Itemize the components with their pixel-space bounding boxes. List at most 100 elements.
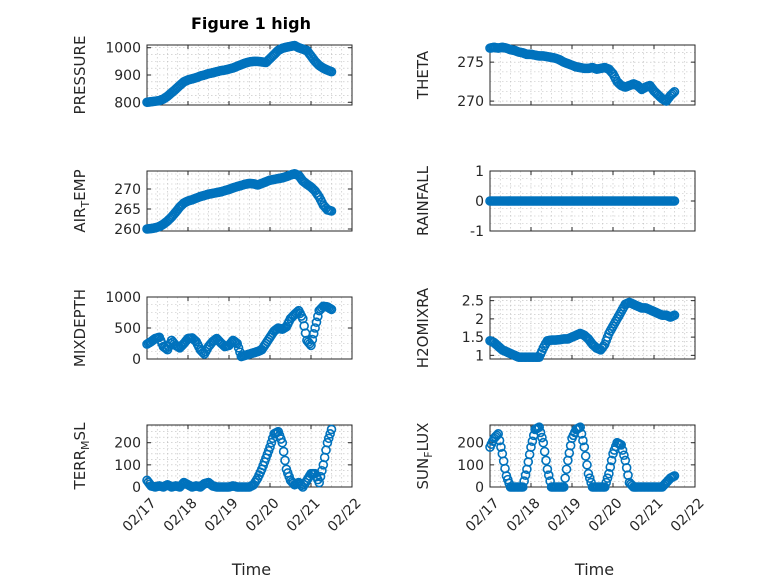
- data-point: [538, 437, 549, 448]
- data-point: [307, 334, 318, 345]
- y-tick-label: 1.5: [462, 330, 484, 346]
- y-tick-label: 275: [457, 55, 484, 71]
- data-point: [535, 427, 546, 438]
- data-point: [606, 455, 617, 466]
- data-point: [323, 433, 334, 444]
- data-point: [326, 66, 337, 77]
- data-point: [539, 446, 550, 457]
- data-point: [326, 304, 337, 315]
- data-point: [494, 435, 505, 446]
- data-point: [617, 445, 628, 455]
- y-axis-label-part: AIR: [71, 208, 89, 233]
- data-point: [583, 468, 594, 479]
- data-point: [542, 464, 553, 475]
- data-point: [232, 338, 242, 349]
- data-point: [517, 482, 528, 492]
- data-point: [666, 89, 677, 100]
- y-tick-label: 100: [114, 458, 141, 474]
- y-axis-label: MIXDEPTH: [71, 289, 89, 367]
- data-point: [605, 462, 616, 472]
- data-point: [196, 346, 207, 356]
- data-point: [278, 446, 289, 457]
- h2omixra-panel: 1 1.5 2 2.5 H2OMIXRA: [414, 287, 696, 368]
- y-axis-label-subscript: T: [79, 201, 92, 209]
- y-tick-label: 1: [475, 348, 484, 364]
- y-axis-label: RAINFALL: [414, 165, 432, 236]
- theta-panel: 270 275 THETA: [414, 42, 696, 110]
- data-point: [598, 341, 609, 352]
- data-point: [291, 308, 301, 318]
- y-axis-label: H2OMIXRA: [414, 287, 432, 368]
- data-point: [280, 455, 290, 466]
- data-point: [526, 442, 536, 452]
- x-axis-label: Time: [574, 560, 614, 579]
- data-point: [266, 437, 277, 448]
- y-tick-label: 260: [114, 222, 141, 238]
- data-point: [311, 317, 322, 328]
- data-point: [599, 482, 610, 492]
- data-point: [326, 424, 337, 435]
- data-point: [543, 470, 554, 480]
- y-axis-label: PRESSURE: [71, 36, 89, 115]
- data-point: [325, 429, 335, 439]
- data-point: [576, 429, 587, 439]
- data-point: [669, 471, 680, 481]
- y-tick-label: 270: [114, 182, 141, 198]
- data-point: [604, 468, 614, 479]
- y-axis-label-part: SL: [71, 422, 89, 441]
- data-point: [314, 477, 325, 488]
- data-point: [315, 471, 326, 482]
- y-axis-label-part: THETA: [414, 50, 432, 100]
- y-tick-label: 0: [132, 352, 141, 368]
- y-axis-label-part: PRESSURE: [71, 36, 89, 115]
- y-axis-label-part: SUN: [414, 458, 432, 490]
- data-point: [313, 190, 323, 200]
- data-point: [265, 442, 275, 452]
- y-tick-label: 265: [114, 202, 141, 218]
- y-tick-label: 200: [457, 436, 484, 452]
- data-point: [233, 343, 244, 353]
- y-axis-label-part: EMP: [71, 169, 89, 200]
- y-tick-label: 1: [475, 164, 484, 180]
- y-axis-label-part: H2OMIXRA: [414, 287, 432, 368]
- y-axis-label-subscript: F: [422, 451, 435, 457]
- y-axis-label-part: RAINFALL: [414, 165, 432, 236]
- y-axis-label-part: TERR: [71, 450, 89, 491]
- y-axis-label: AIRTEMP: [71, 169, 92, 232]
- y-tick-label: -1: [470, 224, 484, 240]
- data-point: [492, 430, 502, 441]
- data-point: [520, 470, 531, 480]
- axes-frame: [489, 296, 696, 360]
- y-tick-label: 2.5: [462, 294, 484, 310]
- y-tick-label: 500: [114, 321, 141, 337]
- y-axis-label: SUNFLUX: [414, 423, 435, 490]
- mixdepth-panel: 0 500 1000 MIXDEPTH: [71, 289, 353, 368]
- air-temp-panel: 260 265 270 AIRTEMP: [71, 169, 353, 238]
- y-tick-label: 1000: [105, 41, 141, 57]
- data-point: [541, 455, 551, 466]
- y-tick-label: 0: [475, 480, 484, 496]
- rainfall-panel: -1 0 1 RAINFALL: [414, 164, 696, 240]
- y-tick-label: 0: [475, 194, 484, 210]
- axes-frame: [146, 170, 353, 232]
- data-point: [326, 206, 337, 216]
- data-point: [558, 482, 569, 492]
- data-point: [668, 88, 678, 98]
- data-point: [580, 451, 591, 461]
- y-tick-label: 0: [132, 480, 141, 496]
- figure-title: Figure 1 high: [191, 14, 311, 33]
- data-point: [616, 440, 627, 450]
- y-tick-label: 1000: [105, 290, 141, 306]
- axes-frame: [489, 44, 696, 106]
- data-point: [669, 310, 680, 321]
- data-point: [496, 442, 506, 452]
- data-point: [582, 460, 592, 470]
- data-point: [317, 465, 327, 476]
- data-point: [669, 196, 680, 206]
- y-axis-label: TERRMSL: [71, 422, 92, 491]
- data-point: [493, 429, 504, 439]
- y-tick-label: 2: [475, 312, 484, 328]
- data-point: [534, 422, 545, 433]
